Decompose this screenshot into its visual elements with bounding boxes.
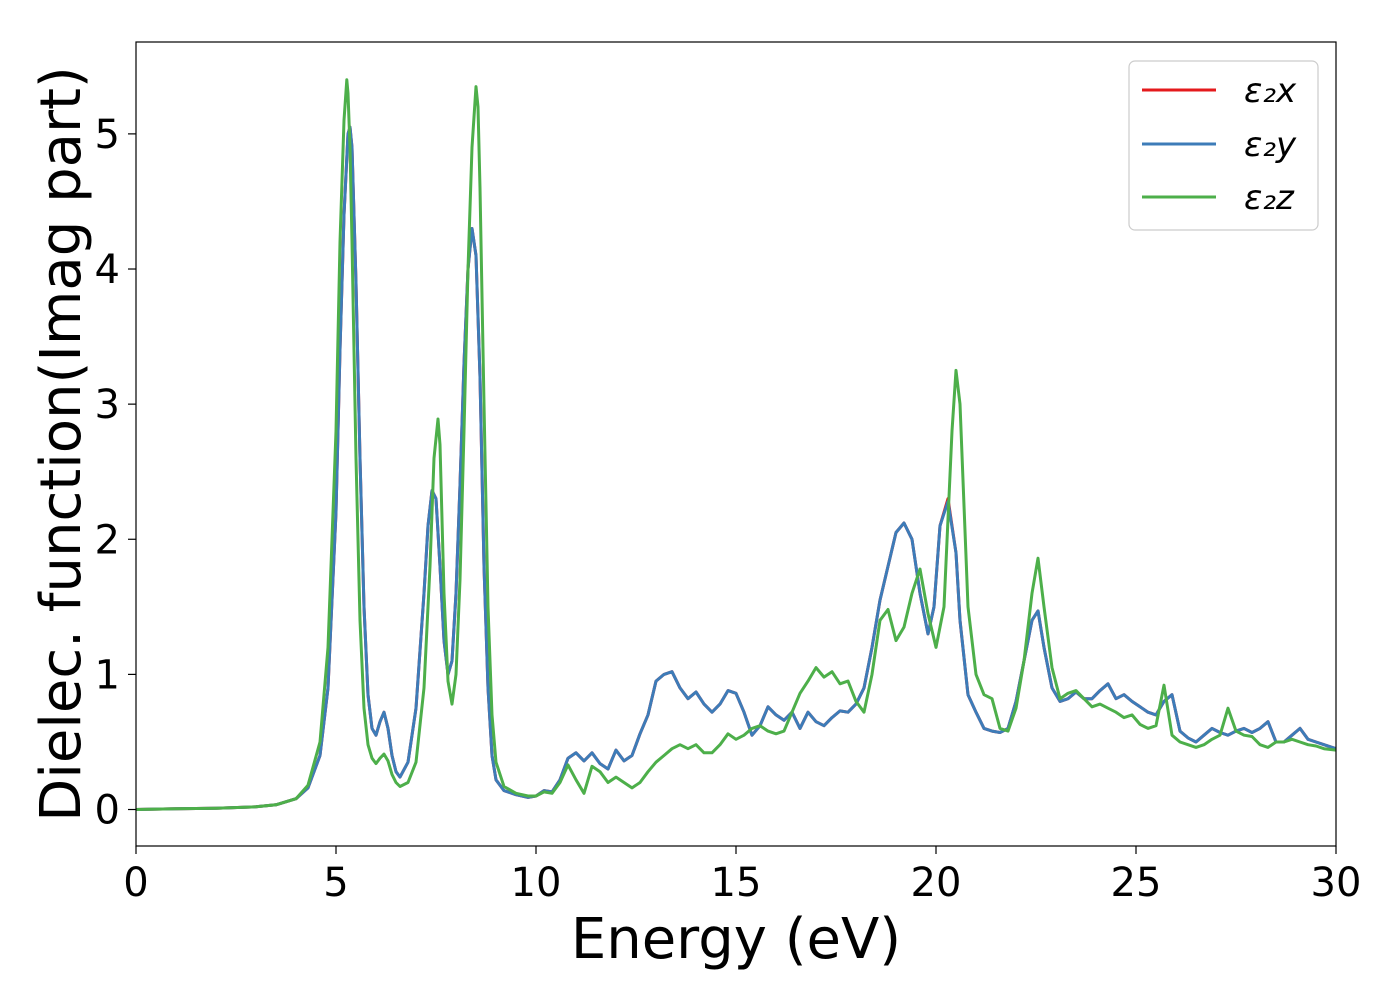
x-tick-label: 15 [711, 860, 762, 906]
x-tick-label: 25 [1111, 860, 1162, 906]
x-tick-label: 20 [911, 860, 962, 906]
y-tick-label: 4 [95, 247, 120, 293]
legend-label-x: ε₂x [1244, 71, 1297, 111]
legend-label-z: ε₂z [1244, 178, 1295, 218]
y-axis-label: Dielec. function(Imag part) [29, 66, 94, 822]
y-axis-ticks: 0 1 2 3 4 5 [95, 112, 136, 834]
legend-label-y: ε₂y [1244, 125, 1297, 165]
x-tick-label: 30 [1311, 860, 1362, 906]
x-tick-label: 5 [323, 860, 348, 906]
y-tick-label: 5 [95, 112, 120, 158]
series-line-eps2y [135, 125, 1337, 811]
series-layer [135, 78, 1337, 811]
legend-box [1128, 60, 1319, 231]
x-tick-label: 10 [511, 860, 562, 906]
y-tick-label: 1 [95, 652, 120, 698]
y-tick-label: 3 [95, 382, 120, 428]
legend: ε₂x ε₂y ε₂z [1128, 60, 1319, 231]
x-axis-label: Energy (eV) [571, 907, 901, 972]
x-axis-ticks: 0 5 10 15 20 25 30 [123, 846, 1361, 906]
y-tick-label: 2 [95, 517, 120, 563]
y-tick-label: 0 [95, 788, 120, 834]
x-tick-label: 0 [123, 860, 148, 906]
series-line-eps2z [135, 78, 1337, 811]
